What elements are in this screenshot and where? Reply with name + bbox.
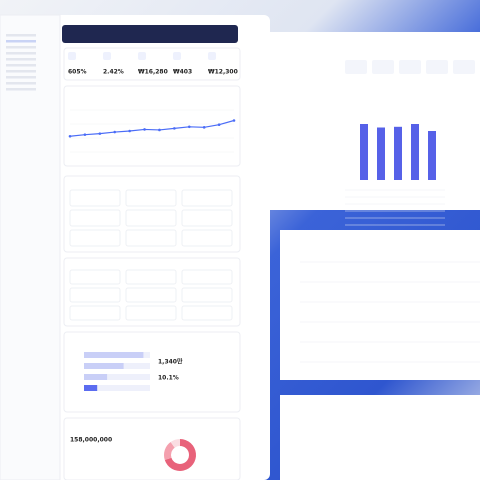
mini-card: [181, 229, 233, 247]
donut-card: [63, 417, 241, 480]
donut-slice: [164, 439, 196, 471]
mini-card: [125, 287, 177, 303]
kpi-tile: [426, 60, 448, 74]
kpi-tile: [453, 60, 475, 74]
sidebar: [0, 14, 61, 480]
point: [83, 133, 87, 136]
bar: [428, 131, 436, 180]
banner: [62, 25, 238, 43]
mini-card: [125, 305, 177, 321]
mini-card: [181, 305, 233, 321]
mini-card: [69, 229, 121, 247]
point: [202, 126, 206, 129]
bar: [394, 126, 402, 180]
bar: [411, 124, 419, 180]
bar: [84, 352, 144, 358]
mini-card: [125, 269, 177, 285]
stat-value: 10.1%: [158, 375, 179, 382]
mini-card: [69, 287, 121, 303]
nav-item: [6, 76, 36, 79]
nav-item: [6, 82, 36, 85]
bar: [84, 374, 108, 380]
point: [217, 123, 221, 126]
kpi-value: 2.42%: [103, 69, 124, 76]
total: 158,000,000: [70, 437, 112, 444]
mini-card: [181, 209, 233, 227]
point: [173, 127, 176, 130]
mini-card: [69, 305, 121, 321]
mini-card: [69, 209, 121, 227]
point: [113, 130, 117, 134]
bar: [377, 127, 385, 180]
bar: [360, 124, 368, 180]
kpi-icon: [173, 52, 181, 60]
nav-item: [6, 52, 36, 55]
kpi-icon: [138, 52, 146, 60]
panel-list: [280, 395, 480, 480]
bar-track: [84, 374, 150, 380]
bar: [84, 385, 98, 391]
panel-analytics: [268, 32, 480, 210]
line-card: [63, 85, 241, 167]
stat-value: 1,340만: [158, 358, 183, 366]
point: [143, 128, 146, 131]
mini-card: [125, 189, 177, 207]
point: [128, 129, 131, 133]
kpi-icon: [208, 52, 216, 60]
nav-item: [6, 64, 36, 67]
kpi-tile: [345, 60, 367, 74]
kpi-value: ₩12,300: [208, 69, 238, 76]
mini-card: [181, 287, 233, 303]
panel-calendar: [280, 230, 480, 380]
kpi-tile: [399, 60, 421, 74]
nav-item: [6, 70, 36, 73]
bar: [84, 363, 124, 369]
nav-item: [6, 40, 36, 43]
point: [232, 119, 236, 122]
line: [69, 119, 235, 137]
nav-item: [6, 88, 36, 91]
mini-card: [125, 229, 177, 247]
kpi-tile: [372, 60, 394, 74]
nav-item: [6, 34, 36, 37]
nav-item: [6, 46, 36, 49]
kpi-icon: [68, 52, 76, 60]
point: [187, 125, 191, 129]
point: [158, 128, 161, 132]
kpi-value: ₩16,280: [138, 69, 168, 76]
donut-slice: [170, 439, 180, 448]
bar-track: [84, 385, 150, 391]
donut-slice: [164, 442, 175, 460]
bar-card: [63, 331, 241, 413]
mini-card: [125, 209, 177, 227]
kpi-value: ₩403: [173, 69, 192, 76]
kpi-icon: [103, 52, 111, 60]
point: [98, 132, 102, 135]
mini-card: [181, 269, 233, 285]
kpi-value: 605%: [68, 69, 87, 76]
mini-card: [69, 269, 121, 285]
mini-card: [181, 189, 233, 207]
nav-item: [6, 58, 36, 61]
mini-card: [69, 189, 121, 207]
point: [68, 134, 72, 138]
